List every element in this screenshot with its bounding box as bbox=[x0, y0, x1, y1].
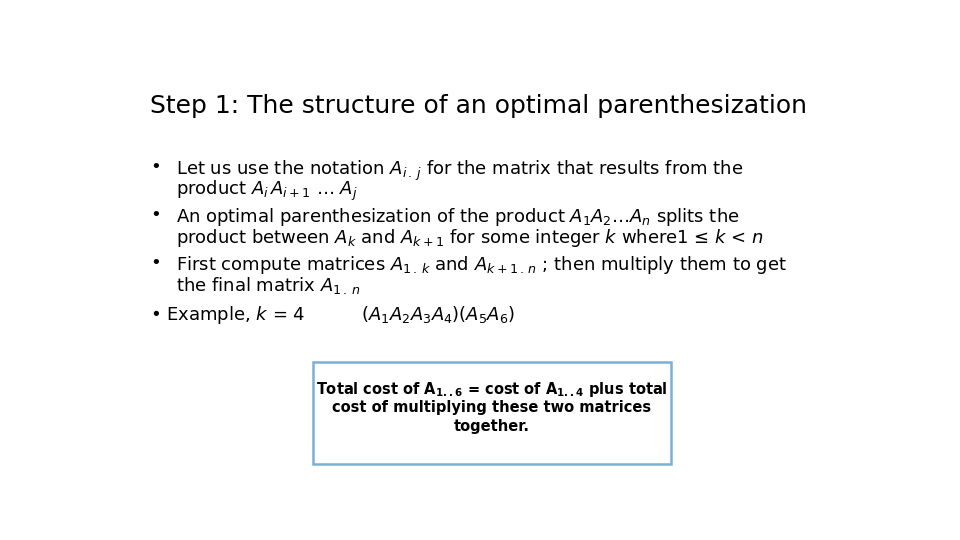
Text: First compute matrices $A_{1\,.\,k}$ and $A_{k+1\,.\,n}$ ; then multiply them to: First compute matrices $A_{1\,.\,k}$ and… bbox=[176, 254, 787, 276]
Text: Let us use the notation $A_{i\,.\,j}$ for the matrix that results from the: Let us use the notation $A_{i\,.\,j}$ fo… bbox=[176, 158, 743, 183]
Text: •: • bbox=[150, 254, 160, 272]
Text: •: • bbox=[150, 158, 160, 177]
Text: Step 1: The structure of an optimal parenthesization: Step 1: The structure of an optimal pare… bbox=[150, 94, 806, 118]
Text: cost of multiplying these two matrices: cost of multiplying these two matrices bbox=[332, 400, 652, 415]
Text: product $A_i\,A_{i+1}$ … $A_j$: product $A_i\,A_{i+1}$ … $A_j$ bbox=[176, 179, 357, 204]
Text: •: • bbox=[150, 206, 160, 224]
Text: An optimal parenthesization of the product $A_1A_2$…$A_n$ splits the: An optimal parenthesization of the produ… bbox=[176, 206, 739, 228]
Text: • Example, $k$ = 4          $(A_1A_2A_3A_4)(A_5A_6)$: • Example, $k$ = 4 $(A_1A_2A_3A_4)(A_5A_… bbox=[150, 304, 515, 326]
Text: Total cost of $\mathbf{A_{1..6}}$ = cost of $\mathbf{A_{1..4}}$ plus total: Total cost of $\mathbf{A_{1..6}}$ = cost… bbox=[316, 380, 668, 399]
Text: the final matrix $A_{1\,.\,n}$: the final matrix $A_{1\,.\,n}$ bbox=[176, 275, 360, 296]
Text: product between $A_k$ and $A_{k+1}$ for some integer $k$ where1 ≤ $k$ < $n$: product between $A_k$ and $A_{k+1}$ for … bbox=[176, 227, 764, 249]
Text: together.: together. bbox=[454, 419, 530, 434]
FancyBboxPatch shape bbox=[313, 362, 670, 464]
